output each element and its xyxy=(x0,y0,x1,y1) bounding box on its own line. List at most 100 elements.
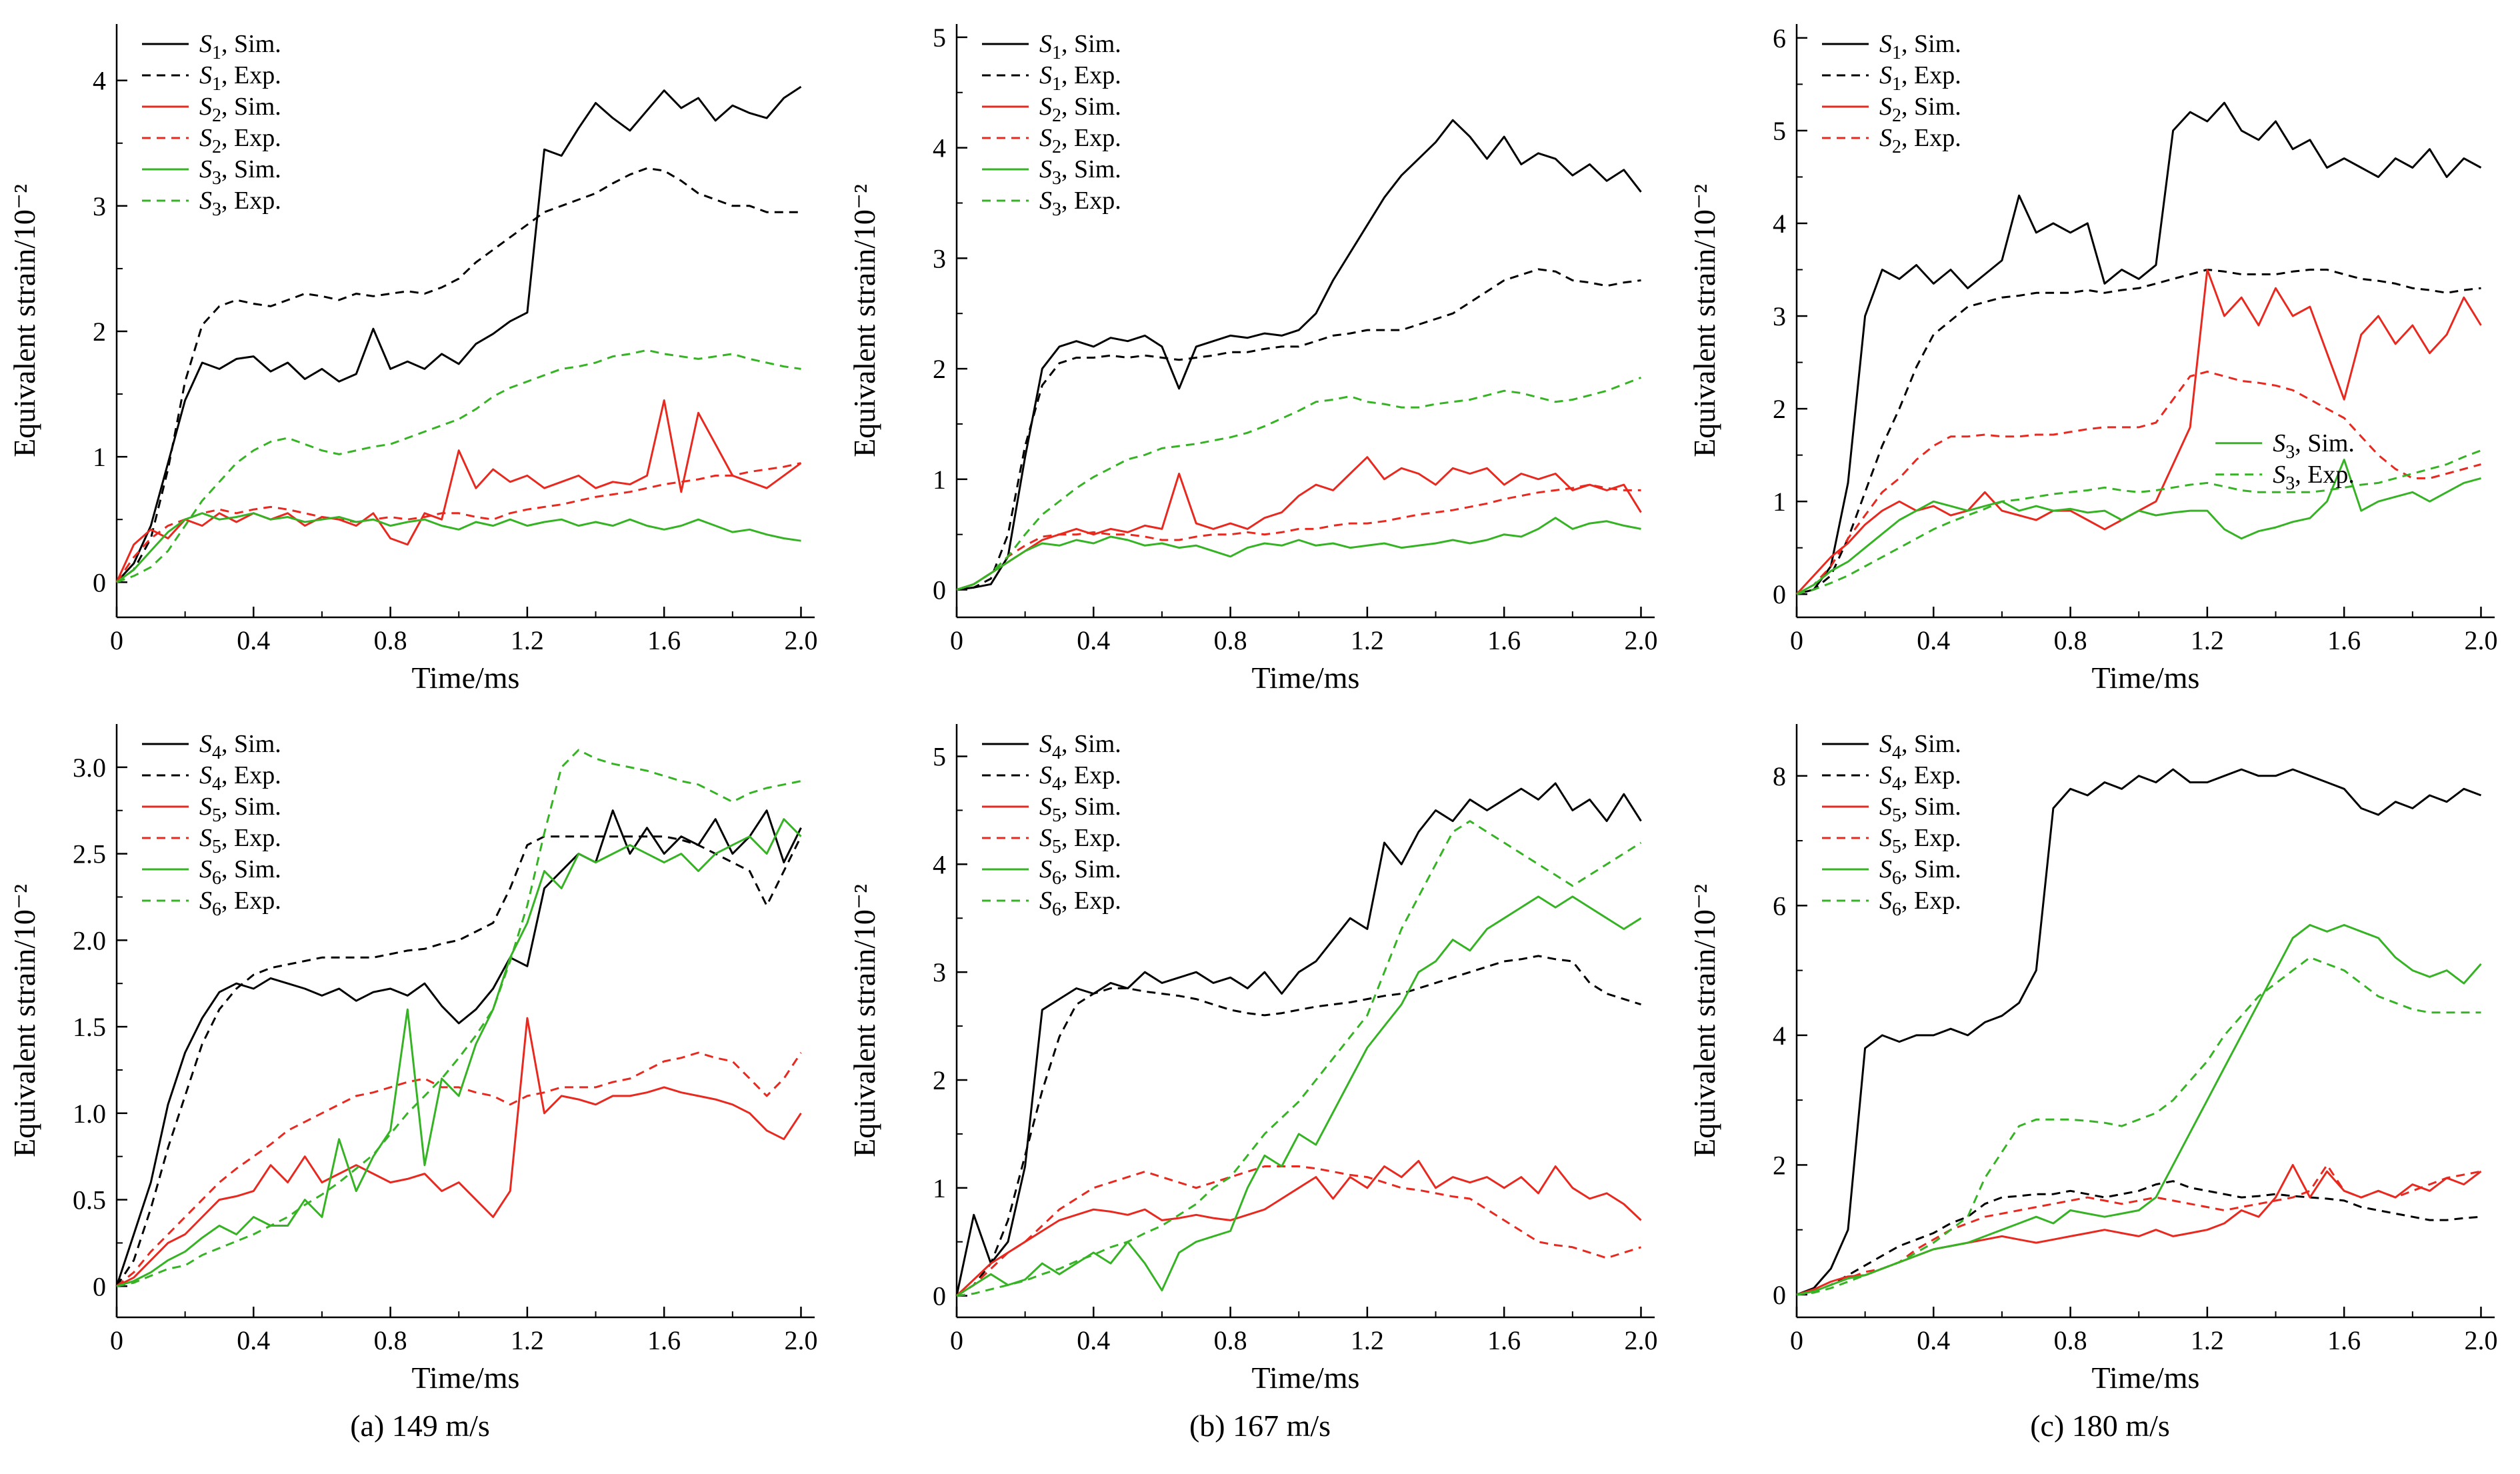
x-axis-label: Time/ms xyxy=(1252,1361,1360,1395)
x-tick-label: 0.4 xyxy=(237,1325,270,1355)
legend-label: S5, Sim. xyxy=(1039,793,1121,826)
chart-cell-b-bottom: 0 0.4 0.8 1.2 1.6 2.0 0 1 2 3 4 5 Time/ms Equivalent … xyxy=(840,705,1680,1405)
series-s2-exp xyxy=(115,462,801,583)
plot-area: 0 0.4 0.8 1.2 1.6 2.0 0 1 2 3 4 5 Time/ms Equivalent … xyxy=(847,724,1657,1395)
series-s4-exp xyxy=(1796,1180,2481,1296)
y-axis-label: Equivalent strain/10⁻² xyxy=(7,884,41,1157)
series-s4-sim xyxy=(115,809,802,1287)
x-axis-label: Time/ms xyxy=(2092,661,2200,695)
series-s4-exp xyxy=(956,955,1641,1297)
legend-label: S2, Sim. xyxy=(1039,93,1121,126)
legend-label: S1, Sim. xyxy=(1879,30,1961,63)
legend-label: S2, Exp. xyxy=(199,124,281,157)
x-tick-label: 1.6 xyxy=(2327,1325,2361,1355)
series-s5-sim xyxy=(116,1017,802,1287)
x-tick-label: 1.6 xyxy=(647,625,681,655)
y-axis-label: Equivalent strain/10⁻² xyxy=(847,184,881,457)
y-tick-label: 5 xyxy=(1773,116,1786,146)
legend-label: S5, Sim. xyxy=(1879,793,1961,826)
y-tick-label: 3 xyxy=(933,243,946,273)
x-tick-label: 0 xyxy=(950,625,963,655)
series-s3-sim xyxy=(116,512,801,583)
legend-label: S1, Exp. xyxy=(1039,61,1121,95)
legend-label: S6, Sim. xyxy=(1039,855,1121,889)
x-tick-label: 1.2 xyxy=(2191,625,2224,655)
series-s2-sim xyxy=(1795,269,2482,595)
legend-label: S4, Sim. xyxy=(199,730,281,763)
plot-area: 0 0.4 0.8 1.2 1.6 2.0 0 1 2 3 4 Time/ms Equivalent s… xyxy=(7,24,817,695)
x-tick-label: 2.0 xyxy=(2464,1325,2497,1355)
y-tick-label: 4 xyxy=(93,66,106,96)
legend-label: S6, Sim. xyxy=(1879,855,1961,889)
y-tick-label: 6 xyxy=(1773,23,1786,53)
series-s1-sim xyxy=(115,85,802,583)
x-tick-label: 0 xyxy=(1790,1325,1803,1355)
legend-label: S1, Sim. xyxy=(1039,30,1121,63)
legend-label: S5, Exp. xyxy=(1879,824,1961,857)
series-s3-exp xyxy=(1796,449,2482,595)
legend-label: S6, Exp. xyxy=(1039,887,1121,920)
caption-a: (a) 149 m/s xyxy=(350,1409,490,1443)
series-s3-exp xyxy=(956,377,1642,591)
series-s1-sim xyxy=(956,119,1642,591)
legend-label: S5, Exp. xyxy=(1039,824,1121,857)
legend-label: S5, Exp. xyxy=(199,824,281,857)
y-tick-label: 6 xyxy=(1773,891,1786,921)
series-s5-exp xyxy=(956,1165,1641,1297)
x-tick-label: 1.2 xyxy=(1351,625,1384,655)
legend-label: S4, Sim. xyxy=(1039,730,1121,763)
legend-label: S1, Exp. xyxy=(1879,61,1961,95)
y-tick-label: 0 xyxy=(1773,579,1786,609)
caption-row: (a) 149 m/s (b) 167 m/s (c) 180 m/s xyxy=(0,1408,2520,1443)
series-s3-exp xyxy=(116,349,801,583)
x-tick-label: 0 xyxy=(110,1325,123,1355)
y-axis-label: Equivalent strain/10⁻² xyxy=(7,184,41,457)
legend-label: S4, Sim. xyxy=(1879,730,1961,763)
y-tick-label: 0.5 xyxy=(73,1185,106,1215)
legend-label: S6, Sim. xyxy=(199,855,281,889)
x-tick-label: 2.0 xyxy=(2464,625,2497,655)
plot-area: 0 0.4 0.8 1.2 1.6 2.0 0 1 2 3 4 5 Time/ms Equivalent … xyxy=(847,23,1657,695)
x-axis-label: Time/ms xyxy=(1252,661,1360,695)
y-tick-label: 4 xyxy=(1773,1021,1786,1051)
legend-label: S2, Exp. xyxy=(1879,124,1961,157)
caption-c: (c) 180 m/s xyxy=(2030,1409,2170,1443)
y-tick-label: 0 xyxy=(93,1271,106,1301)
x-axis-label: Time/ms xyxy=(412,661,520,695)
x-tick-label: 2.0 xyxy=(1624,625,1657,655)
legend-label: S2, Sim. xyxy=(199,93,281,126)
x-tick-label: 1.6 xyxy=(1487,1325,1521,1355)
series-s2-exp xyxy=(956,483,1641,591)
y-tick-label: 0 xyxy=(933,575,946,605)
series-s3-sim xyxy=(1796,459,2481,595)
x-tick-label: 0.4 xyxy=(1917,625,1950,655)
legend-label: S4, Exp. xyxy=(1039,761,1121,795)
legend-label: S1, Exp. xyxy=(199,61,281,95)
legend-label: S3, Sim. xyxy=(199,155,281,189)
legend-label: S6, Exp. xyxy=(1879,887,1961,920)
chart-b-top-strain-vs-time: 0 0.4 0.8 1.2 1.6 2.0 0 1 2 3 4 5 Time/ms Equivalent … xyxy=(847,23,1657,695)
legend-label: S3, Sim. xyxy=(2273,429,2355,463)
legend-label: S2, Sim. xyxy=(1879,93,1961,126)
y-tick-label: 1 xyxy=(933,1173,946,1203)
x-tick-label: 0 xyxy=(110,625,123,655)
x-tick-label: 0.8 xyxy=(1214,625,1247,655)
series-s4-exp xyxy=(115,835,802,1287)
chart-c-top-strain-vs-time: 0 0.4 0.8 1.2 1.6 2.0 0 1 2 3 4 5 6 Time/ms Equivalent… xyxy=(1687,23,2497,695)
y-tick-label: 3.0 xyxy=(73,753,106,783)
chart-cell-c-top: 0 0.4 0.8 1.2 1.6 2.0 0 1 2 3 4 5 6 Time/ms Equivalent… xyxy=(1680,5,2520,705)
y-axis-label: Equivalent strain/10⁻² xyxy=(847,884,881,1157)
series-s1-exp xyxy=(116,167,801,583)
y-tick-label: 0 xyxy=(933,1281,946,1311)
x-tick-label: 0.8 xyxy=(374,625,407,655)
series-s6-exp xyxy=(116,749,801,1287)
x-tick-label: 0.4 xyxy=(1917,1325,1950,1355)
legend-label: S3, Exp. xyxy=(199,187,281,220)
legend-label: S3, Exp. xyxy=(1039,187,1121,220)
x-tick-label: 0.4 xyxy=(1077,1325,1110,1355)
y-tick-label: 5 xyxy=(933,23,946,53)
y-tick-label: 1.5 xyxy=(73,1012,106,1042)
series-s6-sim xyxy=(956,895,1642,1297)
y-tick-label: 3 xyxy=(933,957,946,987)
x-tick-label: 1.6 xyxy=(647,1325,681,1355)
